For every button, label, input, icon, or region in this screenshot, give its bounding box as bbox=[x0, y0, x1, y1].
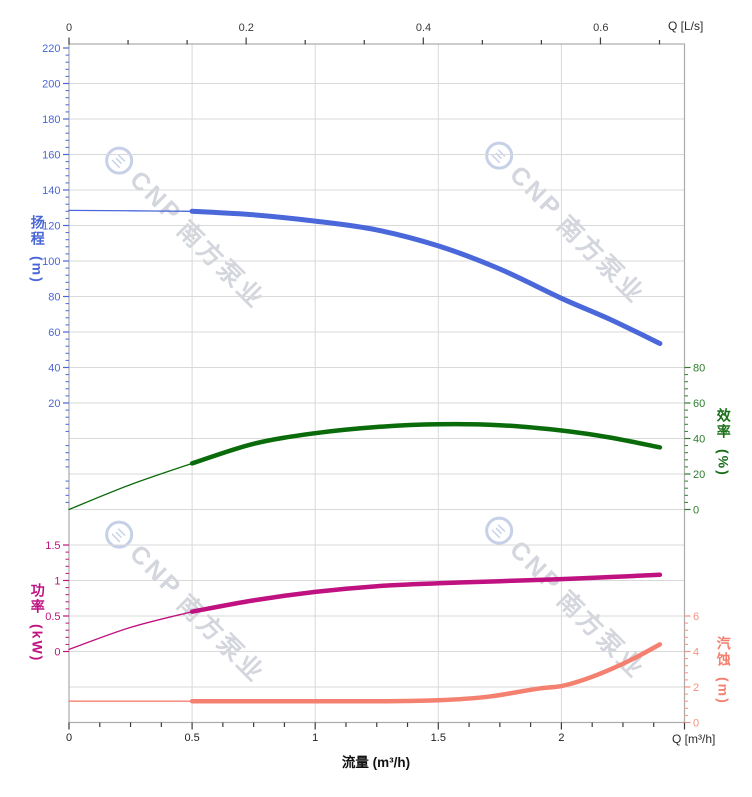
plot-border bbox=[68, 43, 686, 724]
top-axis-tick-label: 0.2 bbox=[239, 22, 254, 34]
npsh-axis-tick-label: 6 bbox=[693, 611, 699, 623]
efficiency-axis-unit: (%) bbox=[715, 449, 732, 477]
bottom-axis-tick-label: 1 bbox=[312, 732, 318, 744]
power-axis-tick-label: 1.5 bbox=[45, 540, 60, 552]
head-axis-unit: (m) bbox=[29, 256, 46, 284]
x-axis-title: 流量 (m³/h) bbox=[341, 755, 411, 770]
power-axis-unit: (kW) bbox=[29, 624, 46, 663]
head-axis-tick-label: 40 bbox=[48, 363, 60, 375]
head-axis-tick-label: 180 bbox=[42, 114, 60, 126]
top-axis-tick-label: 0.4 bbox=[416, 22, 431, 34]
head-axis-tick-label: 20 bbox=[48, 398, 60, 410]
npsh-axis-tick-label: 0 bbox=[693, 718, 699, 730]
power-axis-tick-label: 0 bbox=[54, 647, 60, 659]
top-axis-tick-label: 0 bbox=[66, 22, 72, 34]
bottom-axis-tick-label: 1.5 bbox=[431, 732, 446, 744]
efficiency-axis-title-text: 效率 bbox=[715, 408, 732, 440]
head-curve-thin bbox=[68, 209, 193, 212]
head-axis-tick-label: 160 bbox=[42, 150, 60, 162]
bottom-axis-tick-label: 0.5 bbox=[184, 732, 199, 744]
head-curve bbox=[189, 208, 663, 346]
eff-axis-tick-label: 0 bbox=[693, 505, 699, 517]
head-axis-tick-label: 140 bbox=[42, 185, 60, 197]
top-axis-unit-label: Q [L/s] bbox=[668, 19, 704, 33]
npsh-curve bbox=[189, 642, 663, 704]
npsh-axis-unit: (m) bbox=[715, 677, 732, 705]
head-axis-title-text: 扬程 bbox=[29, 215, 46, 247]
eff-axis-tick-label: 60 bbox=[693, 398, 705, 410]
top-axis-tick-label: 0.6 bbox=[593, 22, 608, 34]
efficiency-axis-title: 效率 (%) bbox=[715, 408, 732, 477]
power-axis-title: 功率 (kW) bbox=[29, 583, 46, 663]
head-axis-tick-label: 60 bbox=[48, 327, 60, 339]
power-curve-thin bbox=[68, 611, 193, 651]
head-axis-title: 扬程 (m) bbox=[29, 215, 46, 284]
bottom-axis-unit-label: Q [m³/h] bbox=[672, 732, 716, 746]
bottom-axis-tick-label: 0 bbox=[66, 732, 72, 744]
head-axis-tick-label: 80 bbox=[48, 292, 60, 304]
head-axis-tick-label: 220 bbox=[42, 43, 60, 55]
eff-axis-tick-label: 40 bbox=[693, 434, 705, 446]
npsh-axis-tick-label: 2 bbox=[693, 682, 699, 694]
eff-axis-tick-label: 20 bbox=[693, 469, 705, 481]
power-axis-title-text: 功率 bbox=[29, 583, 46, 615]
npsh-axis-title-text: 汽蚀 bbox=[715, 636, 732, 668]
eff-curve-thin bbox=[68, 462, 193, 511]
eff-curve bbox=[189, 421, 663, 466]
power-axis-tick-label: 1 bbox=[54, 576, 60, 588]
head-axis-tick-label: 100 bbox=[42, 256, 60, 268]
head-axis-tick-label: 200 bbox=[42, 79, 60, 91]
power-curve bbox=[189, 572, 663, 614]
head-axis-tick-label: 120 bbox=[42, 221, 60, 233]
eff-axis-tick-label: 80 bbox=[693, 363, 705, 375]
npsh-axis-tick-label: 4 bbox=[693, 647, 699, 659]
bottom-axis-tick-label: 2 bbox=[558, 732, 564, 744]
npsh-axis-title: 汽蚀 (m) bbox=[715, 636, 732, 705]
power-axis-tick-label: 0.5 bbox=[45, 611, 60, 623]
